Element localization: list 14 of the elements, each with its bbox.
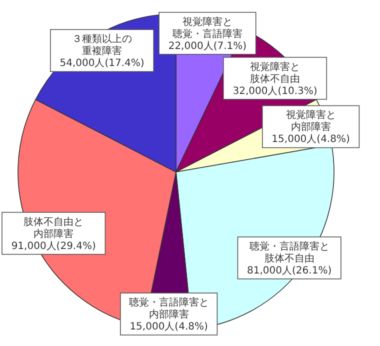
- data-label: 22,000人(7.1%): [168, 40, 247, 52]
- slice-label: 肢体不自由と内部障害: [24, 216, 84, 240]
- data-label: 91,000人(29.4%): [11, 240, 96, 252]
- data-label: 15,000人(4.8%): [272, 134, 350, 146]
- slice-label: 視覚障害と内部障害: [286, 109, 336, 134]
- slice-label: 視覚障害と聴覚・言語障害: [172, 16, 242, 40]
- data-label: 15,000人(4.8%): [130, 322, 208, 333]
- data-label: 32,000人(10.3%): [232, 86, 318, 97]
- slice-label: 聴覚・言語障害と肢体不自由: [249, 240, 330, 264]
- slice-label: ３種類以上の重複障害: [72, 33, 132, 58]
- data-label: 81,000人(26.1%): [247, 265, 332, 276]
- slice-label: 聴覚・言語障害と内部障害: [128, 296, 209, 321]
- data-label: 54,000人(17.4%): [60, 58, 144, 70]
- slice-label: 視覚障害と肢体不自由: [250, 60, 300, 85]
